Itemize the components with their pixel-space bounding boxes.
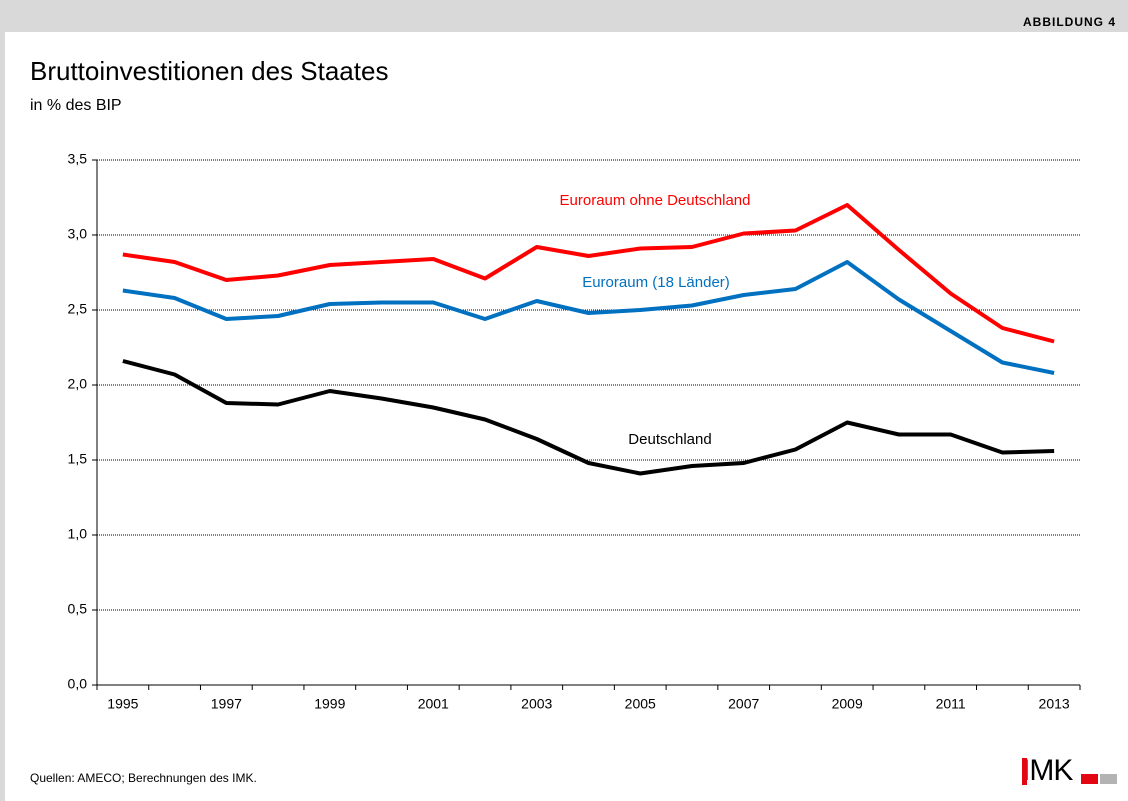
y-tick-label: 2,0: [68, 376, 88, 392]
y-tick-label: 1,5: [68, 451, 88, 467]
series-label: Euroraum (18 Länder): [582, 274, 730, 291]
logo-square: [1081, 774, 1098, 784]
x-tick-label: 2011: [936, 696, 966, 712]
x-tick-label: 2005: [625, 696, 656, 712]
y-tick-label: 3,5: [68, 151, 88, 167]
chart-subtitle: in % des BIP: [30, 97, 122, 114]
header-label: ABBILDUNG 4: [1023, 15, 1116, 29]
source-note: Quellen: AMECO; Berechnungen des IMK.: [30, 771, 257, 785]
x-tick-label: 2013: [1039, 696, 1070, 712]
series-label: Deutschland: [628, 431, 711, 448]
series-line: [122, 203, 1055, 344]
y-tick-label: 3,0: [68, 226, 88, 242]
x-tick-label: 2001: [418, 696, 449, 712]
header-bar: [0, 0, 1128, 32]
logo-bar: [1022, 758, 1027, 785]
x-tick-label: 1997: [211, 696, 242, 712]
y-tick-label: 0,0: [68, 676, 88, 692]
x-tick-label: 2007: [728, 696, 759, 712]
logo-text: IMK: [1022, 754, 1073, 787]
left-border: [0, 32, 5, 801]
y-tick-label: 2,5: [68, 301, 88, 317]
x-tick-label: 1999: [314, 696, 345, 712]
series-label: Euroraum ohne Deutschland: [560, 192, 751, 209]
chart-title: Bruttoinvestitionen des Staates: [30, 56, 388, 86]
series-line: [122, 359, 1055, 476]
series-line: [122, 260, 1055, 375]
x-tick-label: 2003: [521, 696, 552, 712]
logo-square: [1100, 774, 1117, 784]
x-tick-label: 1995: [107, 696, 138, 712]
y-tick-label: 1,0: [68, 526, 88, 542]
x-tick-label: 2009: [832, 696, 863, 712]
y-tick-label: 0,5: [68, 601, 88, 617]
